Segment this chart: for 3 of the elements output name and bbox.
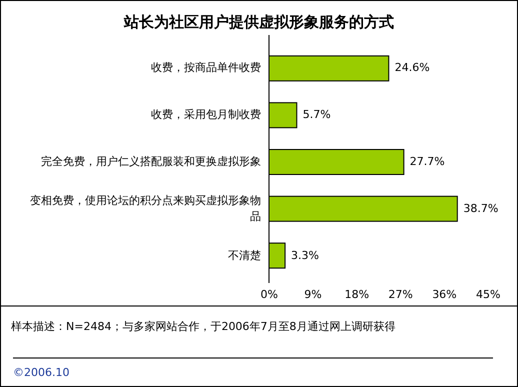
note: 样本描述：N=2484；与多家网站合作，于2006年7月至8月通过网上调研获得 xyxy=(11,319,396,334)
copyright: ©2006.10 xyxy=(13,366,70,379)
title: 站长为社区用户提供虚拟形象服务的方式 xyxy=(122,13,395,32)
